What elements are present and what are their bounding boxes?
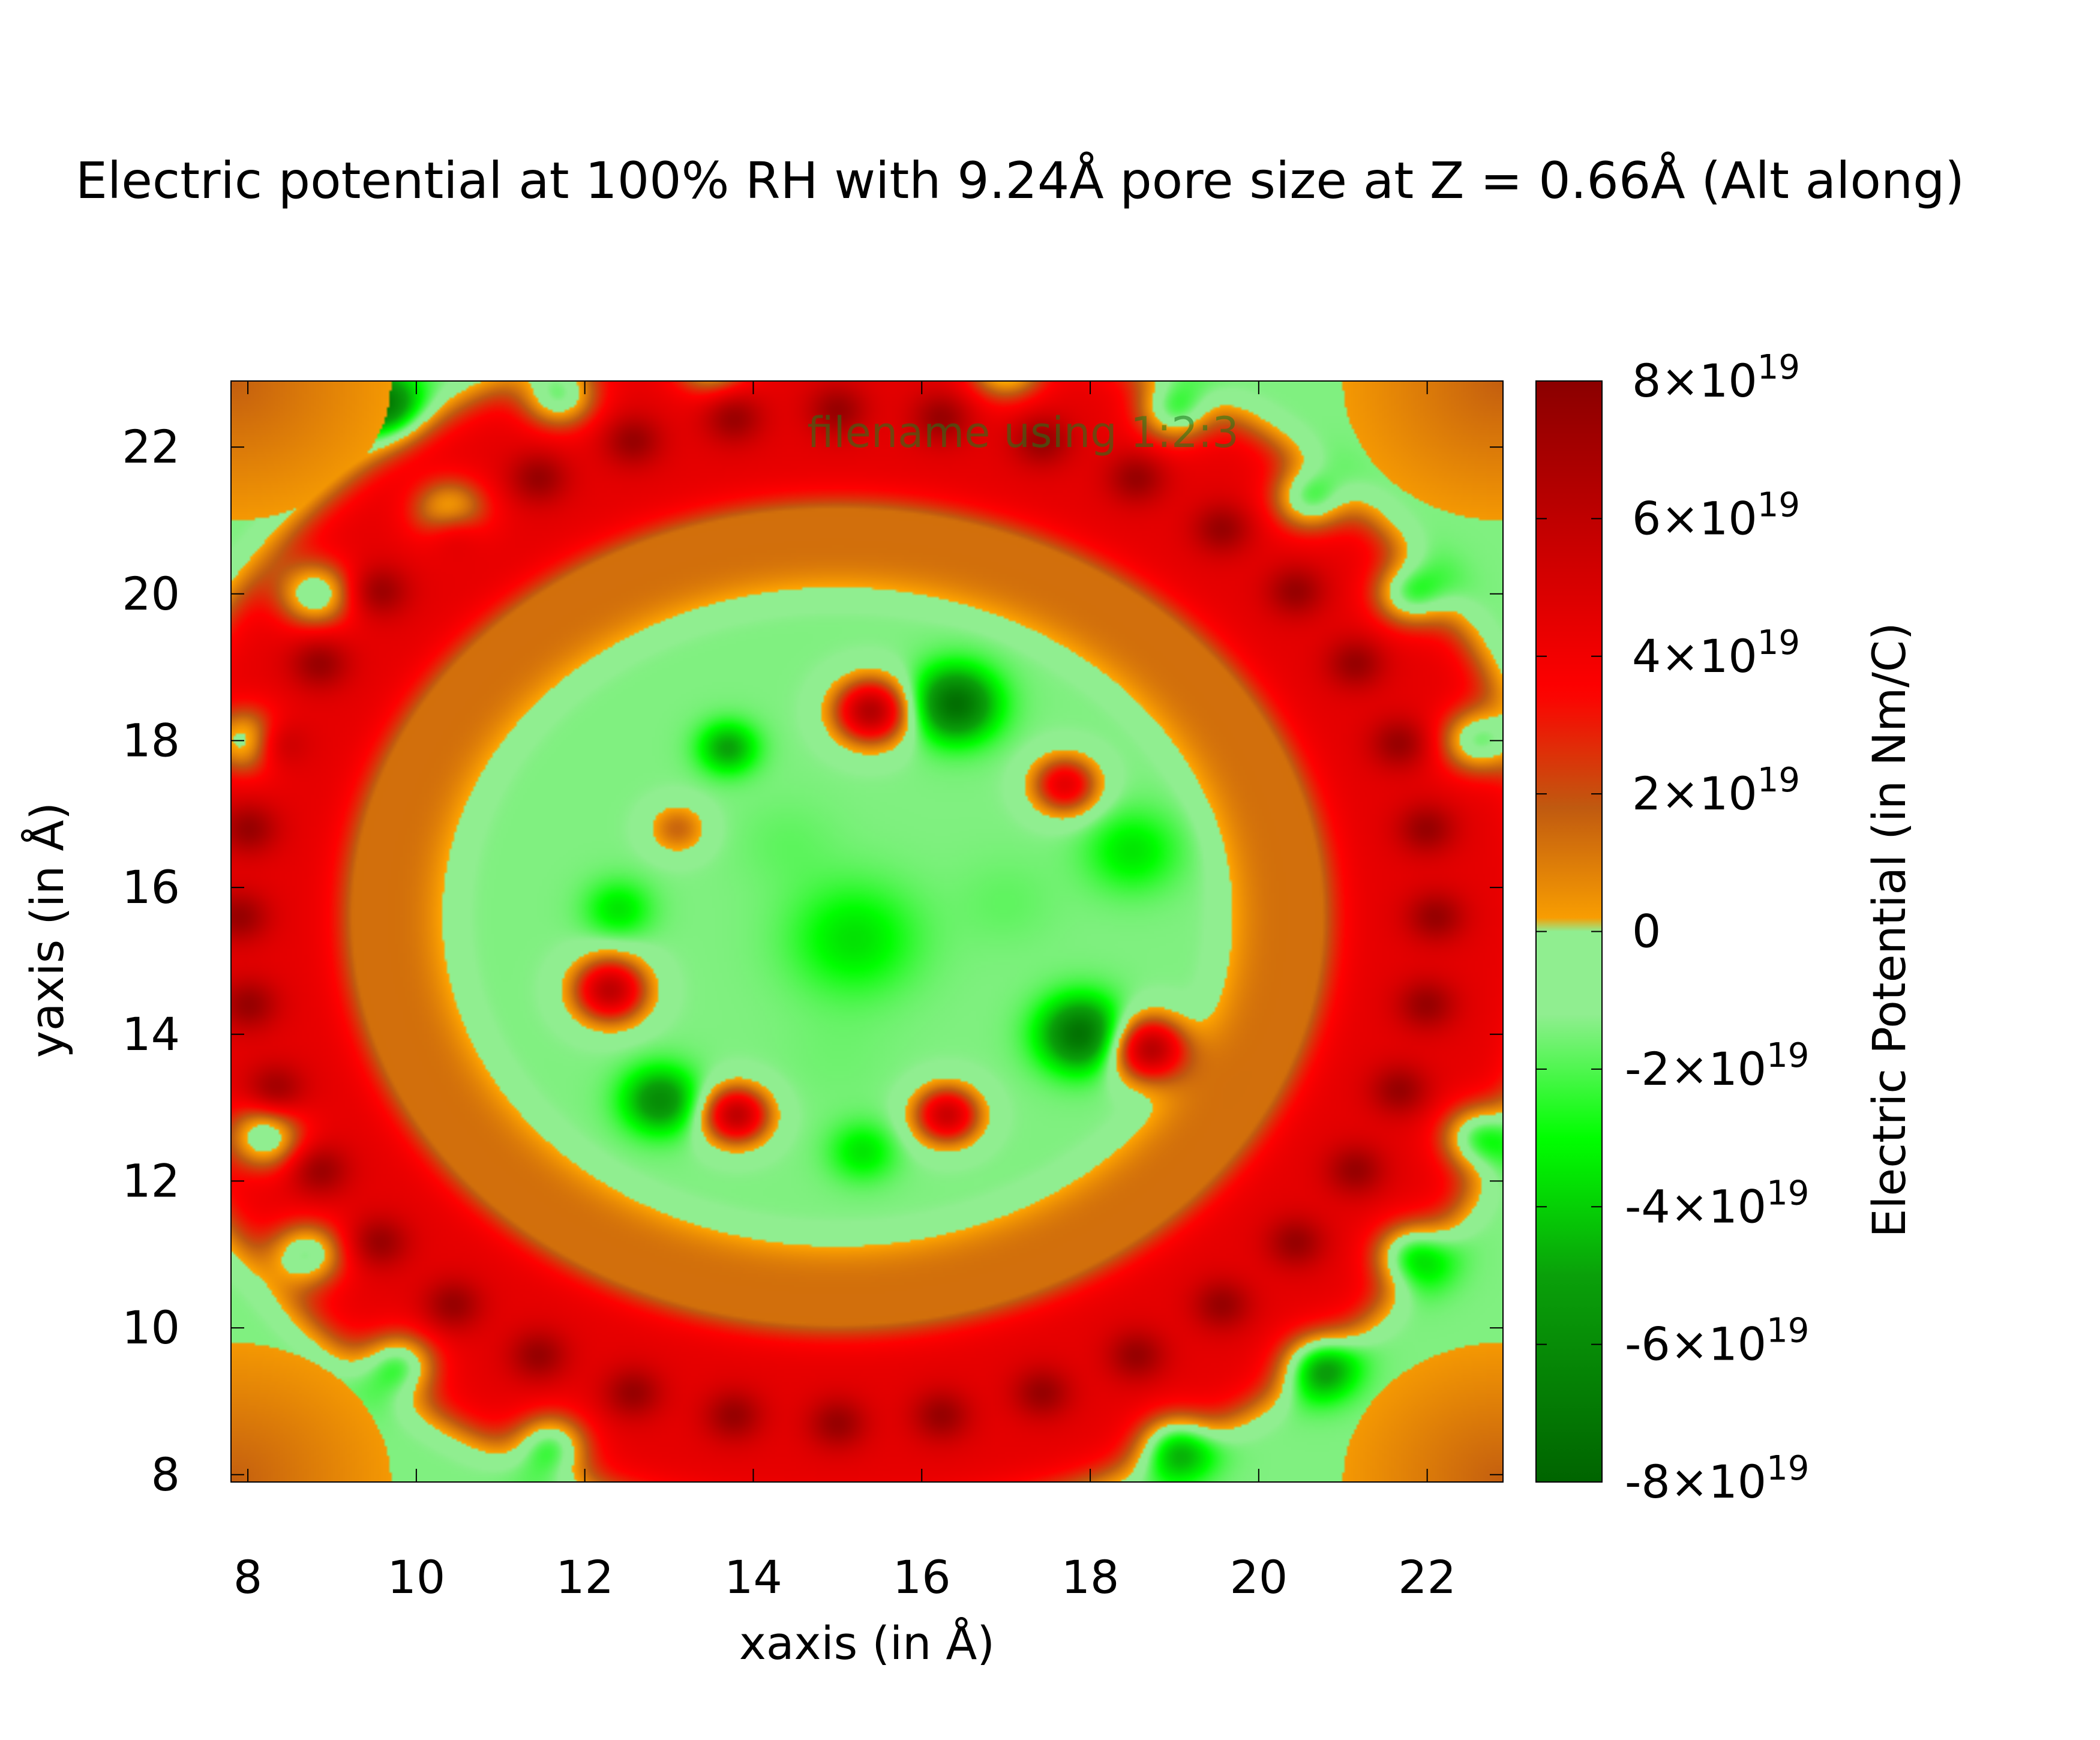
- colorbar-tick-label: 4×1019: [1632, 623, 1800, 683]
- heatmap: [231, 381, 1503, 1482]
- plot-ticks: [231, 381, 1503, 1482]
- x-tick-labels: 8 10 12 14 16 18 20 22: [233, 1550, 1456, 1604]
- y-tick-label: 18: [122, 713, 180, 767]
- x-axis-label: xaxis (in Å): [739, 1616, 995, 1670]
- colorbar-tick-label: -2×1019: [1625, 1036, 1809, 1096]
- x-tick-label: 14: [724, 1550, 782, 1604]
- x-tick-label: 12: [556, 1550, 614, 1604]
- key-label: filename using 1:2:3: [807, 408, 1238, 457]
- y-tick-label: 20: [122, 567, 180, 620]
- plot-frame: [230, 380, 1504, 1483]
- y-axis-label: yaxis (in Å): [20, 802, 74, 1058]
- y-tick-label: 10: [122, 1301, 180, 1354]
- colorbar-tick-label: 8×1019: [1632, 348, 1800, 407]
- x-tick-label: 8: [233, 1550, 262, 1604]
- x-tick-label: 18: [1061, 1550, 1120, 1604]
- x-tick-label: 22: [1398, 1550, 1456, 1604]
- y-tick-label: 14: [122, 1007, 180, 1061]
- plot-area: filename using 1:2:3: [230, 380, 1504, 1483]
- colorbar-tick-labels: 8×1019 6×1019 4×1019 2×1019 0 -2×1019 -4×1019 -…: [1625, 348, 1809, 1508]
- chart-title: Electric potential at 100% RH with 9.24Å…: [76, 151, 1964, 210]
- title-group: Electric potential at 100% RH with 9.24Å…: [76, 151, 1964, 210]
- y-tick-labels: 8 10 12 14 16 18 20 22: [122, 420, 180, 1501]
- colorbar-tick-label: -6×1019: [1625, 1312, 1809, 1371]
- colorbar: 8×1019 6×1019 4×1019 2×1019 0 -2×1019 -4×1019 -…: [1535, 348, 1809, 1508]
- colorbar-ticks: [1536, 380, 1602, 1483]
- colorbar-tick-label: 0: [1632, 905, 1661, 958]
- colorbar-tick-label: 2×1019: [1632, 761, 1800, 820]
- colorbar-tick-label: -8×1019: [1625, 1449, 1809, 1508]
- y-tick-label: 12: [122, 1154, 180, 1207]
- colorbar-label: Electric Potential (in Nm/C): [1862, 622, 1916, 1237]
- x-tick-label: 10: [388, 1550, 446, 1604]
- y-tick-label: 16: [122, 860, 180, 914]
- colorbar-tick-label: -4×1019: [1625, 1174, 1809, 1233]
- x-tick-label: 20: [1229, 1550, 1288, 1604]
- y-tick-label: 22: [122, 420, 180, 473]
- colorbar-tick-label: 6×1019: [1632, 485, 1800, 545]
- y-tick-label: 8: [151, 1448, 180, 1501]
- x-tick-label: 16: [893, 1550, 951, 1604]
